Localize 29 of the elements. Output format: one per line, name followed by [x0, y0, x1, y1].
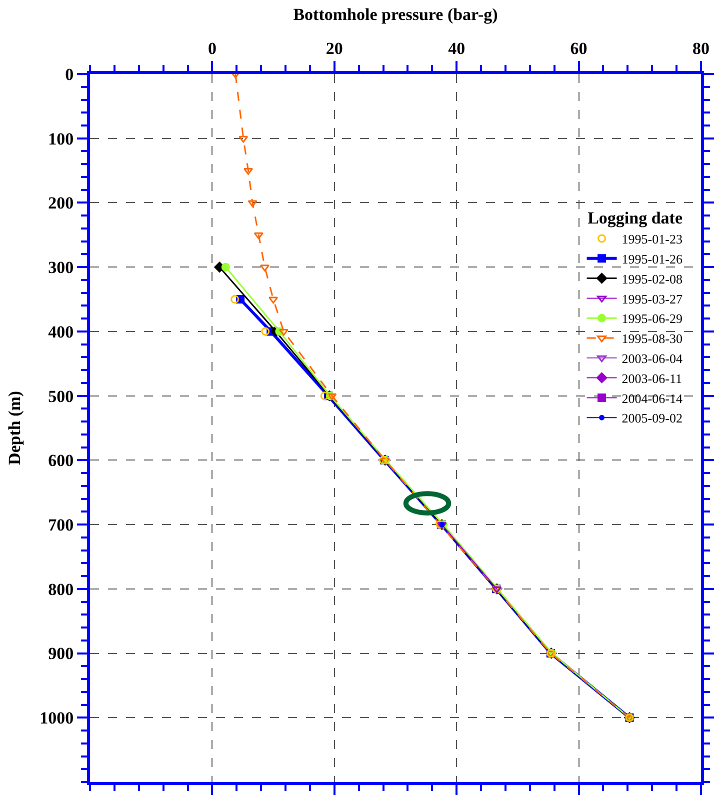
legend-title: Logging date: [588, 208, 683, 228]
y-tick-label: 600: [48, 451, 74, 470]
x-tick-label: 20: [326, 39, 343, 58]
y-axis-title: Depth (m): [5, 390, 24, 466]
legend-label: 2003-06-04: [622, 350, 683, 366]
legend-label: 2005-09-02: [622, 410, 682, 426]
y-tick-label: 200: [48, 194, 74, 213]
legend-label: 2004-06-14: [622, 390, 683, 406]
legend-label: 1995-02-08: [622, 271, 682, 286]
y-tick-label: 0: [65, 64, 74, 84]
y-tick-label: 700: [48, 516, 74, 534]
y-tick-label: 900: [48, 644, 74, 664]
y-tick-label: 100: [48, 129, 74, 148]
y-tick-label: 1000: [40, 708, 74, 728]
legend-label: 1995-06-29: [622, 311, 682, 326]
legend-label: 1995-08-30: [622, 331, 682, 346]
x-tick-label: 40: [448, 39, 466, 58]
y-tick-label: 500: [48, 386, 74, 406]
legend-label: 2003-06-11: [622, 370, 682, 386]
y-tick-label: 300: [48, 258, 74, 278]
legend-label: 1995-03-27: [622, 291, 683, 306]
x-tick-label: 80: [692, 39, 710, 58]
y-tick-label: 400: [48, 322, 74, 342]
x-tick-label: 0: [208, 39, 216, 58]
y-tick-label: 800: [48, 580, 74, 599]
x-tick-label: 60: [570, 39, 588, 58]
legend-label: 1995-01-23: [622, 232, 682, 247]
legend-label: 1995-01-26: [622, 251, 683, 266]
x-axis-title: Bottomhole pressure (bar-g): [293, 4, 498, 24]
